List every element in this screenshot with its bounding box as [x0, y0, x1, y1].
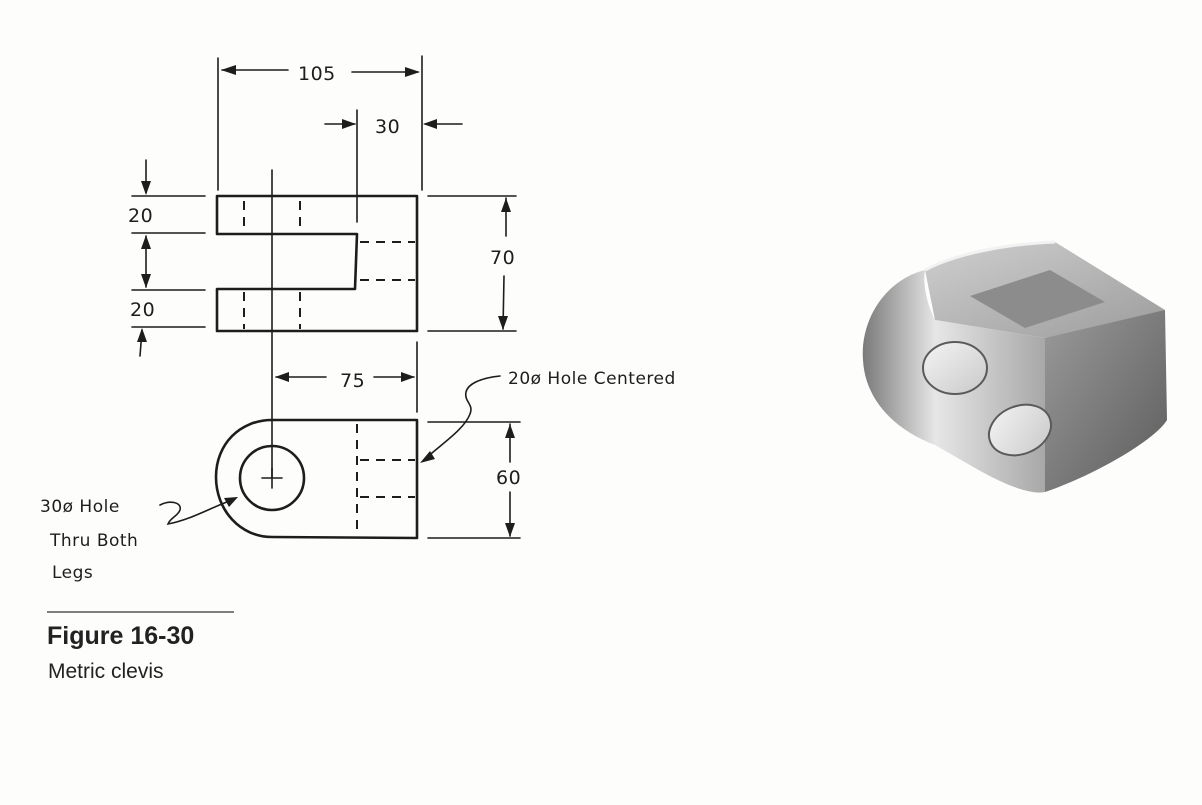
- clevis-right-face: [1045, 310, 1167, 492]
- front-view-outline: [214, 418, 419, 540]
- clevis-side-hole: [987, 403, 1053, 457]
- dimension-105: 105: [217, 55, 423, 191]
- note-20-hole: 20ø Hole Centered: [420, 369, 676, 463]
- dimension-70-label: 70: [490, 247, 515, 269]
- dimension-30: 30: [324, 109, 463, 223]
- note-30-hole-line1: 30ø Hole: [40, 497, 120, 517]
- caption-rule: [47, 611, 234, 613]
- note-20-hole-label: 20ø Hole Centered: [508, 369, 676, 389]
- clevis-slot: [970, 270, 1105, 328]
- dimension-20-top-label: 20: [128, 205, 153, 227]
- dimension-70: 70: [427, 195, 517, 332]
- clevis-3d-rendering: [862, 240, 1167, 493]
- front-view: [214, 418, 419, 540]
- note-30-hole: 30ø Hole Thru Both Legs: [40, 497, 238, 583]
- top-view: [215, 169, 419, 479]
- clevis-edge: [924, 240, 1056, 272]
- figure-number: Figure 16-30: [47, 622, 195, 650]
- dimension-75: 75: [275, 341, 418, 413]
- note-30-hole-line2: Thru Both: [49, 531, 138, 551]
- dimension-75-label: 75: [340, 370, 365, 392]
- dimension-60: 60: [427, 421, 521, 539]
- dimension-105-label: 105: [298, 63, 336, 85]
- figure-title: Metric clevis: [48, 660, 164, 683]
- dimension-leg-thickness: 20 20: [128, 159, 206, 357]
- note-30-hole-line3: Legs: [52, 563, 93, 583]
- dimension-30-label: 30: [375, 116, 400, 138]
- dimension-60-label: 60: [496, 467, 521, 489]
- hole-30-circle: [238, 444, 306, 512]
- top-view-outline: [215, 194, 419, 333]
- dimension-20-bottom-label: 20: [130, 299, 155, 321]
- clevis-upper-hole: [922, 341, 988, 395]
